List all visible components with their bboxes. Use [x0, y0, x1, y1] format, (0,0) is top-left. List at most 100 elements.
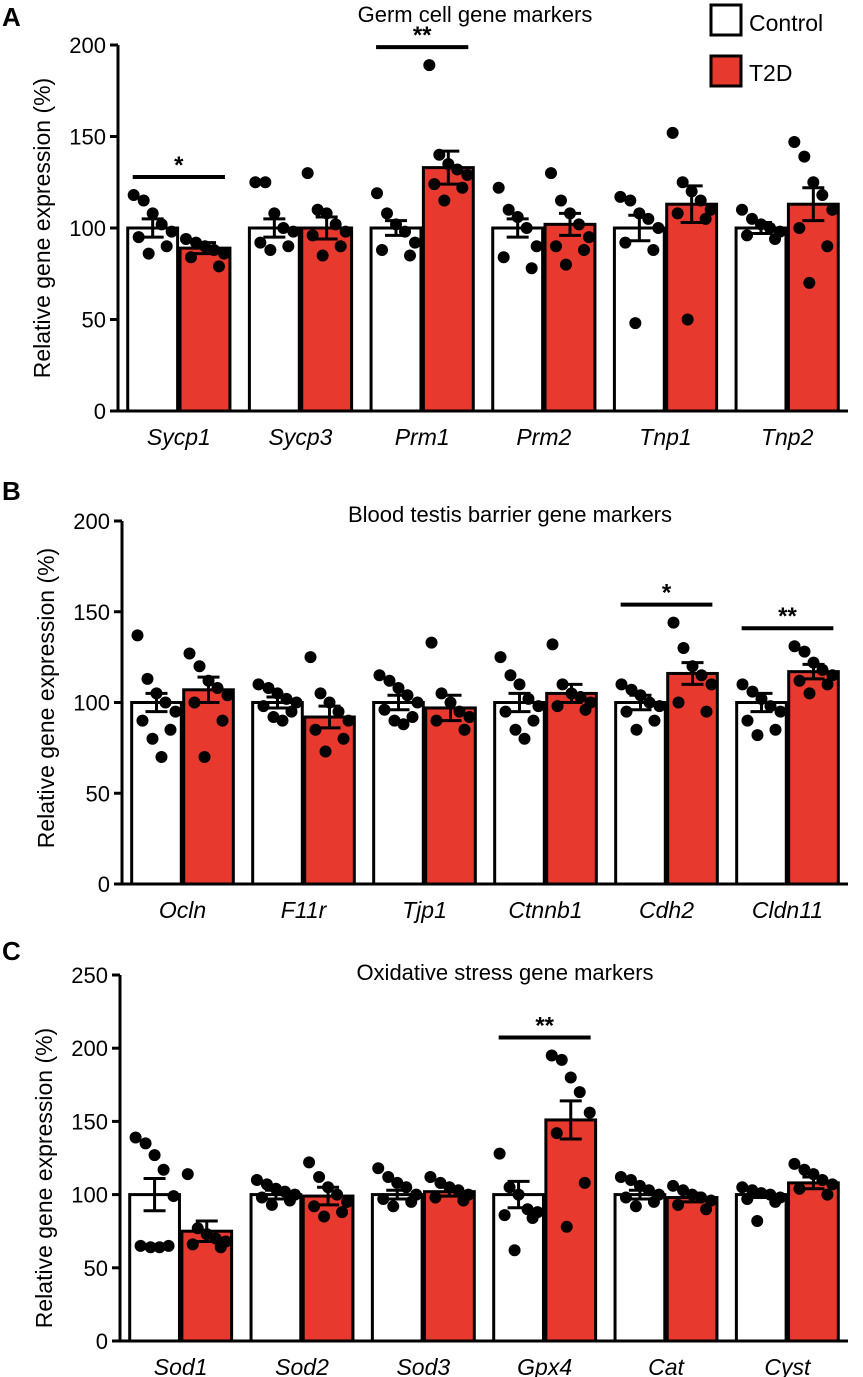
data-point-c-Cyst-t2d-3	[816, 1173, 829, 1186]
data-point-c-Cat-control-6	[647, 1195, 660, 1208]
data-point-c-Sod1-control-6	[162, 1239, 175, 1252]
data-point-c-Sod2-control-6	[283, 1194, 296, 1207]
data-point-a-Sycp1-control-5	[132, 231, 145, 244]
data-point-b-Cdh2-control-3	[643, 696, 656, 709]
bar-b-Cldn11-t2d	[787, 670, 840, 886]
bar-a-Prm1-control	[369, 226, 423, 413]
data-point-b-Cldn11-control-1	[746, 685, 759, 698]
data-point-a-Tnp2-control-2	[755, 218, 768, 231]
data-point-b-F11r-control-3	[280, 692, 293, 705]
chart-panel-b: 0 50 100 150 200 Ocln F11r Tjp1 Ctnnb1 Cdh2 Cldn11…	[73, 509, 848, 923]
data-point-a-Prm2-t2d-0	[544, 167, 557, 180]
data-point-b-Cdh2-t2d-0	[667, 616, 680, 629]
panel-letter-a: A	[2, 2, 21, 32]
data-point-c-Cat-control-3	[642, 1184, 655, 1197]
data-point-c-Cat-t2d-6	[700, 1203, 713, 1216]
data-point-b-Tjp1-control-8	[397, 718, 410, 731]
data-point-a-Sycp1-t2d-0	[179, 232, 192, 245]
data-point-c-Cat-t2d-0	[667, 1179, 680, 1192]
data-point-a-Prm2-t2d-4	[582, 231, 595, 244]
significance-label-a-prm1: **	[413, 22, 432, 49]
data-point-b-Tjp1-t2d-5	[430, 714, 443, 727]
data-point-c-Cyst-control-6	[769, 1195, 782, 1208]
data-point-c-Sod3-t2d-6	[457, 1194, 470, 1207]
data-point-a-Sycp1-control-4	[165, 225, 178, 238]
data-point-a-Sycp1-control-0	[127, 189, 140, 202]
data-point-b-Ocln-control-0	[131, 629, 144, 642]
data-point-a-Tnp1-control-3	[642, 212, 655, 225]
panel-letter-b: B	[2, 476, 21, 506]
data-point-c-Gpx4-t2d-4	[583, 1106, 596, 1119]
data-point-b-Tjp1-control-6	[406, 711, 419, 724]
data-point-c-Sod1-control-3	[157, 1163, 170, 1176]
data-point-b-Ctnnb1-control-1	[504, 669, 517, 682]
bar-a-Tnp1-t2d	[665, 202, 719, 413]
data-point-a-Prm1-control-1	[381, 207, 394, 220]
data-point-a-Prm2-t2d-6	[577, 243, 590, 256]
data-point-b-Cdh2-control-7	[630, 723, 643, 736]
bar-a-Prm1-t2d	[421, 166, 475, 413]
data-point-a-Sycp3-t2d-0	[301, 167, 314, 180]
data-point-a-Prm1-t2d-3	[451, 163, 464, 176]
data-point-b-Ctnnb1-t2d-6	[579, 703, 592, 716]
data-point-a-Prm1-t2d-7	[438, 194, 451, 207]
data-point-a-Sycp3-t2d-6	[334, 240, 347, 253]
data-point-c-Sod2-t2d-7	[318, 1210, 331, 1223]
data-point-c-Cyst-t2d-2	[807, 1168, 820, 1181]
y-axis-label-c: Relative gene expression (%)	[31, 1028, 57, 1328]
data-point-a-Prm1-control-4	[409, 236, 422, 249]
bar-a-Sycp1-t2d	[178, 246, 232, 413]
legend-label-t2d: T2D	[749, 60, 792, 86]
data-point-c-Cat-control-7	[629, 1200, 642, 1213]
data-point-c-Gpx4-control-6	[526, 1212, 539, 1225]
bar-c-Cyst-t2d	[787, 1181, 840, 1343]
data-point-b-F11r-control-7	[267, 711, 280, 724]
data-point-b-Ocln-control-6	[164, 723, 177, 736]
data-point-c-Sod2-t2d-5	[308, 1200, 321, 1213]
data-point-a-Tnp1-t2d-3	[694, 194, 707, 207]
x-tick-label-c-sod1: Sod1	[154, 1354, 208, 1377]
x-tick-label-c-sod3: Sod3	[396, 1354, 450, 1377]
data-point-c-Sod1-t2d-0	[181, 1168, 194, 1181]
x-tick-label-a-tnp2: Tnp2	[761, 424, 814, 450]
data-point-a-Tnp2-control-6	[769, 232, 782, 245]
data-point-b-Cldn11-control-2	[755, 692, 768, 705]
data-point-a-Tnp1-control-2	[633, 207, 646, 220]
y-axis-label-b: Relative gene expression (%)	[33, 548, 59, 848]
data-point-b-Cldn11-t2d-5	[793, 674, 806, 687]
data-point-a-Sycp3-control-0	[249, 176, 262, 189]
data-point-b-Ocln-t2d-2	[202, 674, 215, 687]
data-point-a-Tnp1-t2d-2	[685, 185, 698, 198]
data-point-a-Tnp2-t2d-2	[807, 176, 820, 189]
data-point-a-Sycp1-control-7	[142, 247, 155, 260]
data-point-a-Prm1-control-6	[404, 249, 417, 262]
data-point-c-Sod3-control-5	[377, 1192, 390, 1205]
y-tick-label-b-100: 100	[73, 691, 110, 716]
data-point-c-Sod1-control-2	[148, 1149, 161, 1162]
data-point-a-Tnp1-control-6	[647, 243, 660, 256]
data-point-b-Ctnnb1-t2d-3	[574, 691, 587, 704]
data-point-a-Prm1-t2d-2	[442, 157, 455, 170]
data-point-c-Cat-control-0	[614, 1171, 627, 1184]
data-point-b-Tjp1-control-5	[378, 703, 391, 716]
data-point-a-Sycp3-control-6	[282, 240, 295, 253]
data-point-c-Cyst-t2d-4	[826, 1178, 839, 1191]
data-point-a-Tnp2-t2d-7	[803, 276, 816, 289]
data-point-b-Ocln-t2d-4	[221, 689, 234, 702]
bar-b-F11r-t2d	[303, 715, 356, 886]
y-tick-label-a-0: 0	[94, 399, 106, 424]
significance-label-b-cdh2: *	[662, 580, 672, 607]
data-point-c-Cyst-control-2	[755, 1187, 768, 1200]
x-tick-label-a-sycp3: Sycp3	[269, 424, 333, 450]
data-point-c-Gpx4-t2d-7	[560, 1220, 573, 1233]
data-point-c-Sod2-control-7	[265, 1198, 278, 1211]
x-tick-label-a-prm1: Prm1	[395, 424, 450, 450]
x-tick-label-b-cdh2: Cdh2	[639, 897, 694, 923]
data-point-b-Tjp1-control-3	[401, 689, 414, 702]
data-point-b-F11r-control-4	[290, 696, 303, 709]
data-point-b-Ocln-control-3	[159, 696, 172, 709]
data-point-b-Ctnnb1-t2d-1	[556, 678, 569, 691]
data-point-a-Sycp1-control-1	[137, 194, 150, 207]
x-tick-label-b-ctnnb1: Ctnnb1	[508, 897, 582, 923]
data-point-a-Prm1-control-0	[371, 187, 384, 200]
